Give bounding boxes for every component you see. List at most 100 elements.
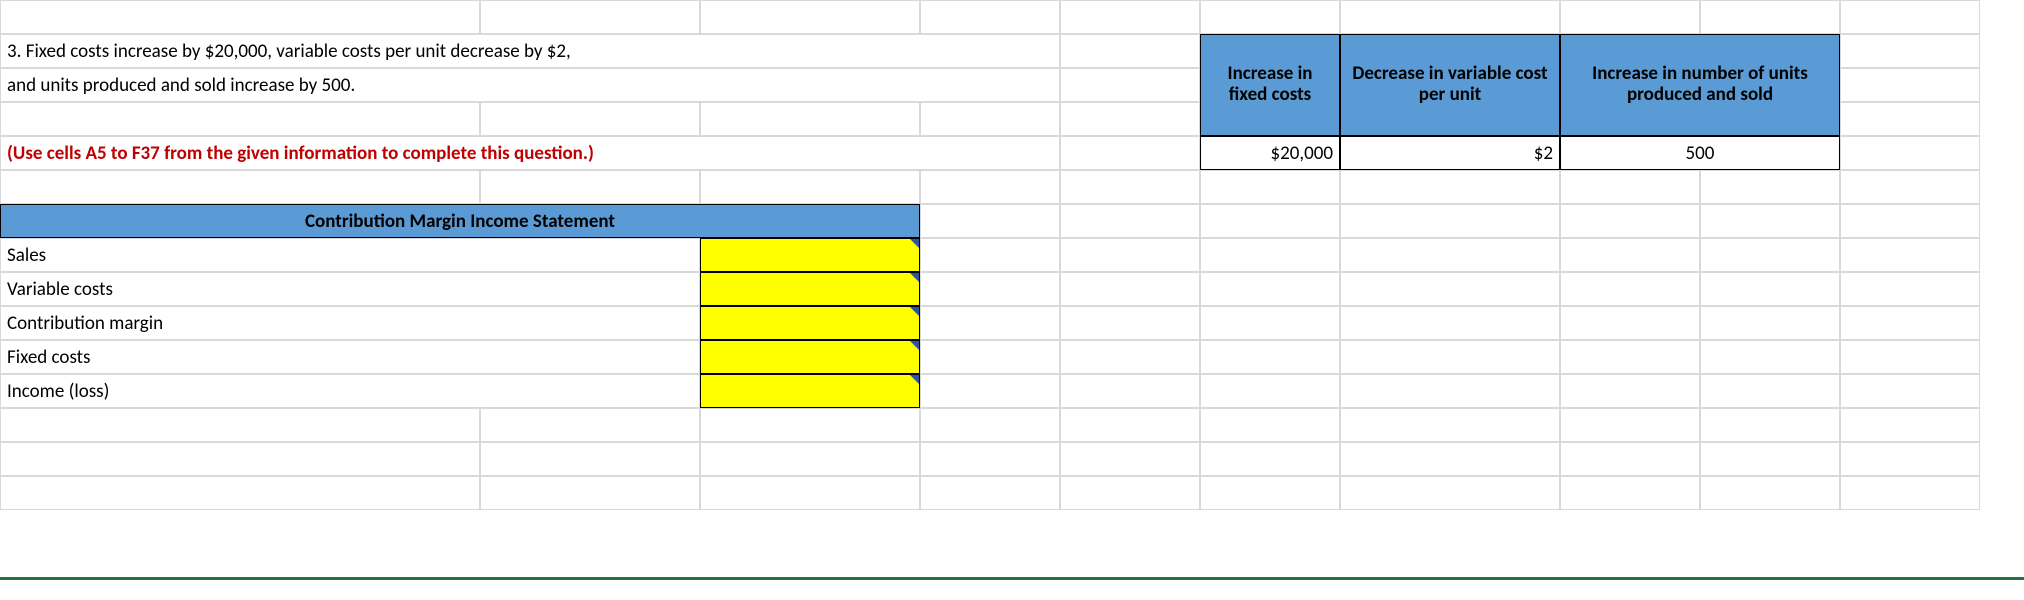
- blank-cell[interactable]: [1840, 102, 1980, 136]
- blank-cell[interactable]: [1560, 476, 1700, 510]
- blank-cell[interactable]: [1560, 442, 1700, 476]
- blank-cell[interactable]: [1700, 340, 1840, 374]
- input-fixed-costs[interactable]: [700, 340, 920, 374]
- blank-cell[interactable]: [1340, 238, 1560, 272]
- blank-cell[interactable]: [1700, 238, 1840, 272]
- blank-cell[interactable]: [480, 442, 700, 476]
- blank-cell[interactable]: [1200, 408, 1340, 442]
- blank-cell[interactable]: [1560, 0, 1700, 34]
- blank-cell[interactable]: [700, 476, 920, 510]
- blank-cell[interactable]: [1560, 374, 1700, 408]
- blank-cell[interactable]: [1340, 0, 1560, 34]
- blank-cell[interactable]: [1560, 170, 1700, 204]
- blank-cell[interactable]: [1060, 102, 1200, 136]
- blank-cell[interactable]: [1700, 0, 1840, 34]
- blank-cell[interactable]: [920, 238, 1060, 272]
- blank-cell[interactable]: [920, 272, 1060, 306]
- blank-cell[interactable]: [700, 0, 920, 34]
- blank-cell[interactable]: [1700, 408, 1840, 442]
- blank-cell[interactable]: [1060, 408, 1200, 442]
- input-contribution-margin[interactable]: [700, 306, 920, 340]
- blank-cell[interactable]: [1060, 340, 1200, 374]
- blank-cell[interactable]: [1840, 0, 1980, 34]
- blank-cell[interactable]: [920, 306, 1060, 340]
- blank-cell[interactable]: [1200, 476, 1340, 510]
- blank-cell[interactable]: [0, 102, 480, 136]
- blank-cell[interactable]: [1560, 272, 1700, 306]
- blank-cell[interactable]: [1200, 204, 1340, 238]
- blank-cell[interactable]: [1200, 170, 1340, 204]
- blank-cell[interactable]: [1340, 170, 1560, 204]
- blank-cell[interactable]: [1840, 340, 1980, 374]
- blank-cell[interactable]: [1060, 68, 1200, 102]
- blank-cell[interactable]: [1200, 306, 1340, 340]
- blank-cell[interactable]: [0, 170, 480, 204]
- blank-cell[interactable]: [1840, 136, 1980, 170]
- blank-cell[interactable]: [1200, 374, 1340, 408]
- blank-cell[interactable]: [1700, 204, 1840, 238]
- blank-cell[interactable]: [920, 476, 1060, 510]
- value-decrease-variable[interactable]: $2: [1340, 136, 1560, 170]
- blank-cell[interactable]: [1060, 238, 1200, 272]
- blank-cell[interactable]: [1200, 340, 1340, 374]
- blank-cell[interactable]: [1060, 0, 1200, 34]
- blank-cell[interactable]: [920, 374, 1060, 408]
- blank-cell[interactable]: [1340, 476, 1560, 510]
- blank-cell[interactable]: [1340, 442, 1560, 476]
- blank-cell[interactable]: [0, 0, 480, 34]
- blank-cell[interactable]: [1560, 340, 1700, 374]
- value-increase-units[interactable]: 500: [1560, 136, 1840, 170]
- input-sales[interactable]: [700, 238, 920, 272]
- blank-cell[interactable]: [1200, 238, 1340, 272]
- blank-cell[interactable]: [0, 408, 480, 442]
- blank-cell[interactable]: [1700, 476, 1840, 510]
- value-increase-fixed[interactable]: $20,000: [1200, 136, 1340, 170]
- blank-cell[interactable]: [1840, 476, 1980, 510]
- blank-cell[interactable]: [1060, 34, 1200, 68]
- blank-cell[interactable]: [1340, 204, 1560, 238]
- blank-cell[interactable]: [1840, 238, 1980, 272]
- blank-cell[interactable]: [920, 442, 1060, 476]
- blank-cell[interactable]: [1840, 204, 1980, 238]
- blank-cell[interactable]: [0, 442, 480, 476]
- blank-cell[interactable]: [700, 102, 920, 136]
- blank-cell[interactable]: [1700, 442, 1840, 476]
- blank-cell[interactable]: [1340, 272, 1560, 306]
- blank-cell[interactable]: [1560, 238, 1700, 272]
- blank-cell[interactable]: [920, 340, 1060, 374]
- blank-cell[interactable]: [1200, 442, 1340, 476]
- blank-cell[interactable]: [1560, 204, 1700, 238]
- blank-cell[interactable]: [1840, 408, 1980, 442]
- blank-cell[interactable]: [1700, 272, 1840, 306]
- input-income-loss[interactable]: [700, 374, 920, 408]
- blank-cell[interactable]: [920, 408, 1060, 442]
- blank-cell[interactable]: [1840, 306, 1980, 340]
- blank-cell[interactable]: [1200, 272, 1340, 306]
- blank-cell[interactable]: [1700, 374, 1840, 408]
- input-variable-costs[interactable]: [700, 272, 920, 306]
- blank-cell[interactable]: [0, 476, 480, 510]
- blank-cell[interactable]: [700, 408, 920, 442]
- blank-cell[interactable]: [1840, 374, 1980, 408]
- blank-cell[interactable]: [1060, 476, 1200, 510]
- blank-cell[interactable]: [1840, 34, 1980, 68]
- blank-cell[interactable]: [1340, 306, 1560, 340]
- blank-cell[interactable]: [480, 408, 700, 442]
- blank-cell[interactable]: [1060, 170, 1200, 204]
- blank-cell[interactable]: [700, 170, 920, 204]
- blank-cell[interactable]: [1060, 306, 1200, 340]
- blank-cell[interactable]: [1560, 408, 1700, 442]
- blank-cell[interactable]: [1840, 272, 1980, 306]
- blank-cell[interactable]: [1840, 442, 1980, 476]
- blank-cell[interactable]: [1060, 442, 1200, 476]
- blank-cell[interactable]: [1340, 374, 1560, 408]
- blank-cell[interactable]: [920, 204, 1060, 238]
- blank-cell[interactable]: [1340, 340, 1560, 374]
- blank-cell[interactable]: [1840, 170, 1980, 204]
- blank-cell[interactable]: [1060, 374, 1200, 408]
- blank-cell[interactable]: [1060, 136, 1200, 170]
- blank-cell[interactable]: [480, 170, 700, 204]
- blank-cell[interactable]: [1340, 408, 1560, 442]
- blank-cell[interactable]: [1060, 204, 1200, 238]
- blank-cell[interactable]: [480, 476, 700, 510]
